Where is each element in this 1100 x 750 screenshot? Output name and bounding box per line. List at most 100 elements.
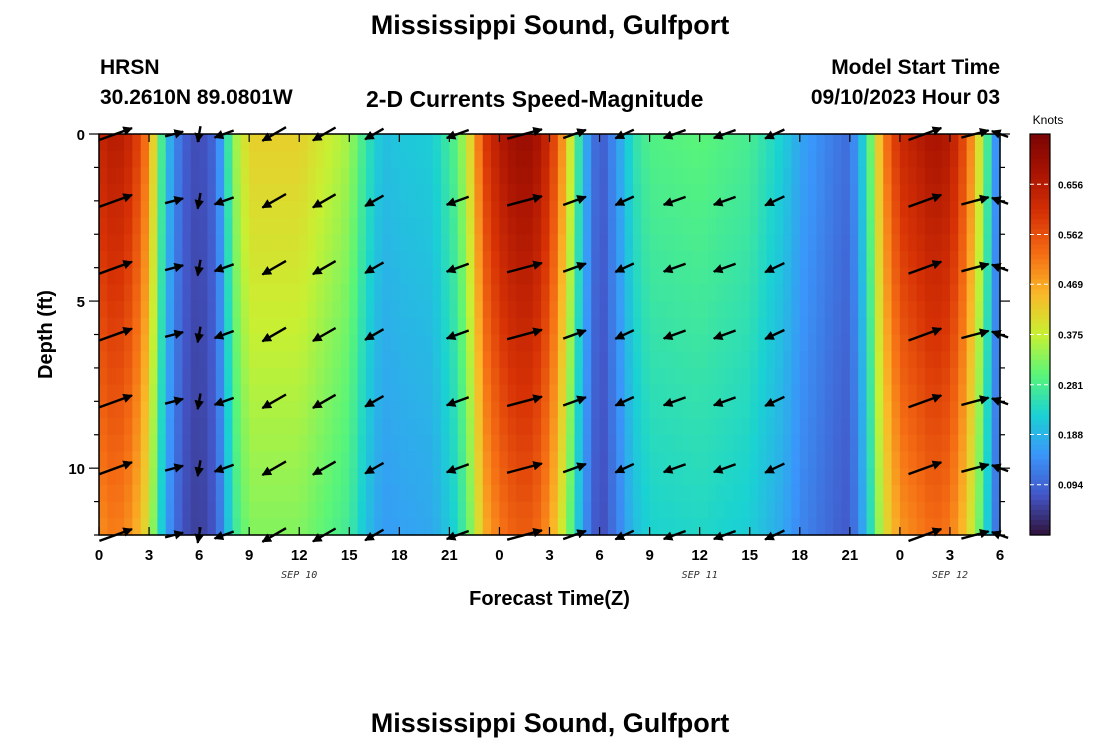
heatmap-cell	[224, 234, 234, 252]
heatmap-cell	[682, 150, 692, 169]
heatmap-cell	[299, 167, 309, 185]
heatmap-cell	[491, 250, 501, 269]
heatmap-cell	[949, 184, 959, 202]
heatmap-cell	[916, 418, 926, 436]
heatmap-cell	[190, 418, 200, 436]
current-vector	[908, 260, 943, 275]
heatmap-cell	[641, 234, 651, 252]
heatmap-cell	[549, 401, 559, 419]
heatmap-cell	[441, 334, 450, 352]
heatmap-cell	[115, 200, 125, 219]
heatmap-cell	[983, 200, 993, 219]
heatmap-cell	[332, 484, 342, 503]
heatmap-cell	[774, 334, 784, 352]
heatmap-cell	[240, 451, 250, 469]
heatmap-cell	[607, 384, 617, 402]
heatmap-cell	[257, 317, 267, 336]
heatmap-cell	[708, 501, 717, 519]
heatmap-cell	[657, 267, 667, 285]
heatmap-cell	[941, 434, 951, 453]
heatmap-cell	[916, 484, 926, 503]
heatmap-cell	[357, 250, 367, 269]
heatmap-cell	[557, 317, 567, 336]
heatmap-cell	[974, 451, 984, 469]
heatmap-cell	[324, 468, 334, 486]
heatmap-cell	[474, 267, 484, 285]
heatmap-cell	[866, 351, 876, 369]
heatmap-cell	[140, 184, 150, 202]
heatmap-cell	[574, 301, 584, 319]
heatmap-cell	[107, 334, 117, 352]
heatmap-cell	[949, 434, 959, 453]
heatmap-cell	[249, 484, 259, 503]
heatmap-cell	[741, 184, 751, 202]
heatmap-cell	[190, 217, 200, 235]
heatmap-cell	[841, 284, 851, 302]
heatmap-cell	[749, 484, 759, 503]
heatmap-cell	[240, 351, 250, 369]
heatmap-cell	[783, 418, 793, 436]
heatmap-cell	[774, 351, 784, 369]
heatmap-cell	[657, 418, 667, 436]
heatmap-cell	[299, 234, 309, 252]
heatmap-cell	[524, 267, 534, 285]
heatmap-cell	[599, 267, 609, 285]
heatmap-cell	[432, 317, 442, 336]
heatmap-cell	[824, 167, 834, 185]
y-axis-label: Depth (ft)	[35, 290, 57, 379]
heatmap-cell	[591, 184, 601, 202]
heatmap-cell	[357, 317, 367, 336]
heatmap-cell	[149, 468, 158, 486]
heatmap-cell	[666, 367, 676, 386]
heatmap-cell	[674, 284, 684, 302]
heatmap-cell	[399, 418, 409, 436]
heatmap-cell	[474, 217, 484, 235]
page-title: Mississippi Sound, Gulfport	[370, 10, 730, 40]
heatmap-cell	[858, 418, 868, 436]
heatmap-cell	[891, 150, 901, 169]
heatmap-cell	[858, 200, 868, 219]
heatmap-cell	[549, 351, 559, 369]
heatmap-cell	[591, 284, 601, 302]
heatmap-cell	[290, 200, 300, 219]
heatmap-cell	[841, 134, 851, 152]
heatmap-cell	[699, 334, 709, 352]
heatmap-cell	[941, 418, 951, 436]
heatmap-cell	[924, 401, 934, 419]
current-vector	[712, 329, 737, 341]
heatmap-cell	[841, 501, 851, 519]
heatmap-cell	[407, 317, 417, 336]
heatmap-cell	[682, 451, 692, 469]
heatmap-cell	[724, 301, 734, 319]
heatmap-cell	[758, 434, 768, 453]
heatmap-cell	[274, 434, 284, 453]
heatmap-cell	[841, 518, 851, 536]
heatmap-cell	[482, 334, 492, 352]
heatmap-cell	[199, 434, 209, 453]
heatmap-cell	[574, 501, 584, 519]
heatmap-cell	[824, 284, 834, 302]
heatmap-cell	[741, 250, 751, 269]
heatmap-cell	[365, 284, 375, 302]
heatmap-cell	[949, 384, 959, 402]
heatmap-cell	[774, 484, 784, 503]
heatmap-cell	[924, 451, 934, 469]
heatmap-cell	[107, 250, 117, 269]
heatmap-cell	[382, 484, 392, 503]
heatmap-cell	[616, 351, 626, 369]
heatmap-cell	[708, 434, 717, 453]
heatmap-cell	[541, 484, 551, 503]
heatmap-cell	[641, 150, 651, 169]
heatmap-cell	[874, 317, 884, 336]
heatmap-cell	[874, 468, 884, 486]
heatmap-cell	[758, 401, 768, 419]
heatmap-cell	[849, 250, 859, 269]
colorbar-segment	[1030, 379, 1050, 386]
heatmap-cell	[274, 401, 284, 419]
heatmap-cell	[474, 250, 484, 269]
heatmap-cell	[599, 184, 609, 202]
heatmap-cell	[149, 518, 158, 536]
heatmap-cell	[491, 351, 501, 369]
heatmap-cell	[799, 367, 809, 386]
heatmap-cell	[257, 367, 267, 386]
